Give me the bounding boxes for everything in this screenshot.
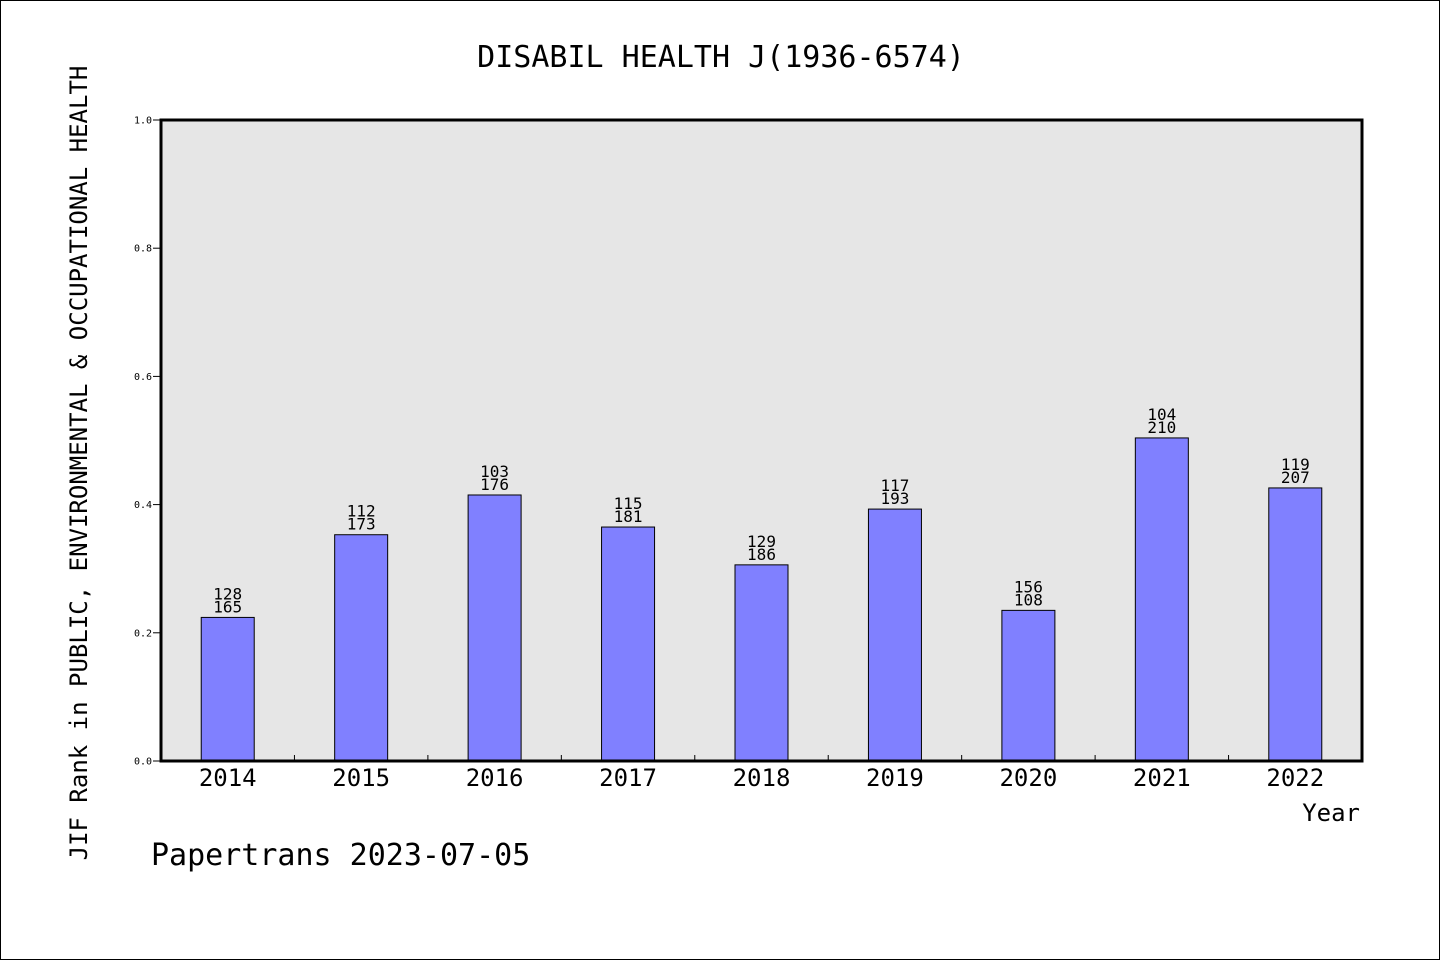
x-tick-label-2021: 2021 [1133,764,1191,792]
bar-2018 [734,564,789,762]
bar-total-label-2015: 173 [347,515,376,534]
bar-rank-label-2016: 103 [480,462,509,481]
bars-layer: 1281651121731031761151811291861171931561… [200,405,1323,762]
x-tick-label-2015: 2015 [332,764,390,792]
bar-2020 [1001,609,1056,762]
bar-rank-label-2022: 119 [1281,455,1310,474]
bar-total-label-2018: 186 [747,545,776,564]
bar-2019 [867,508,922,762]
y-tick-label-1.0: 1.0 [134,116,152,127]
bar-rank-label-2017: 115 [614,494,643,513]
y-axis-label: JIF Rank in PUBLIC, ENVIRONMENTAL & OCCU… [65,66,93,861]
x-tick-label-2019: 2019 [866,764,924,792]
y-tick-label-0.2: 0.2 [134,628,152,639]
bar-total-label-2016: 176 [480,475,509,494]
x-tick-label-2018: 2018 [733,764,791,792]
x-axis-label: Year [1302,799,1360,827]
bar-total-label-2017: 181 [614,507,643,526]
x-tick-label-2020: 2020 [999,764,1057,792]
bar-total-label-2019: 193 [880,489,909,508]
bar-2017 [601,526,656,762]
bar-rank-label-2020: 156 [1014,577,1043,596]
y-tick-label-0.8: 0.8 [134,244,152,255]
bar-2015 [334,534,389,762]
bar-total-label-2021: 210 [1147,418,1176,437]
bar-total-label-2020: 108 [1014,590,1043,609]
y-tick-label-0.0: 0.0 [134,757,152,768]
bar-rank-label-2015: 112 [347,502,376,521]
bar-2022 [1268,487,1323,762]
y-tick-label-0.6: 0.6 [134,372,152,383]
bar-rank-label-2018: 129 [747,532,776,551]
axis-layer: 2014 2015 2016 2017 2018 2019 2020 2021 2022 0.0 0… [134,116,1324,793]
bar-rank-label-2019: 117 [880,476,909,495]
bar-2021 [1134,437,1189,762]
y-tick-label-0.4: 0.4 [134,500,152,511]
chart-title: DISABIL HEALTH J(1936-6574) [477,40,965,75]
x-tick-label-2017: 2017 [599,764,657,792]
bar-2016 [467,494,522,762]
footer-credit: Papertrans 2023-07-05 [151,838,530,873]
bar-rank-label-2021: 104 [1147,405,1176,424]
bar-total-label-2014: 165 [213,597,242,616]
x-tick-label-2014: 2014 [199,764,257,792]
plot-border [159,118,1364,763]
bar-2014 [200,616,255,762]
x-tick-label-2016: 2016 [466,764,524,792]
bar-total-label-2022: 207 [1281,468,1310,487]
x-tick-label-2022: 2022 [1266,764,1324,792]
bar-rank-label-2014: 128 [213,584,242,603]
